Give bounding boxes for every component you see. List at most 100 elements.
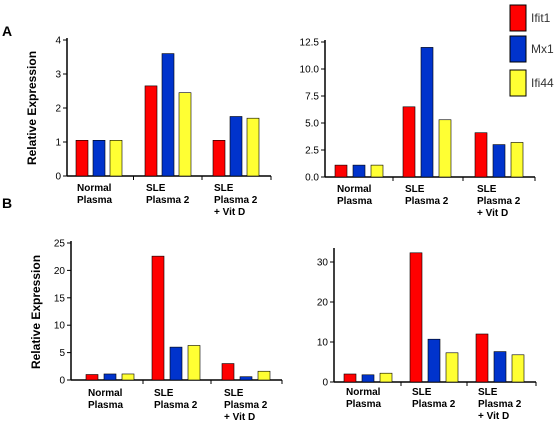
category-label: SLE Plasma 2 + Vit D bbox=[477, 184, 521, 219]
bar-mx1-group-1 bbox=[92, 140, 106, 177]
bar-ifit1-group-3 bbox=[475, 333, 489, 383]
bar-ifit1-group-2 bbox=[409, 252, 423, 383]
category-label-line: Plasma 2 bbox=[478, 399, 522, 410]
y-tick-label: 10 bbox=[317, 338, 329, 349]
bar-mx1-group-2 bbox=[169, 346, 183, 381]
bar-mx1-group-3 bbox=[493, 351, 507, 383]
bar-ifit1-group-2 bbox=[144, 85, 158, 177]
bar-mx1-group-3 bbox=[492, 144, 506, 178]
bar-ifit1-group-1 bbox=[85, 374, 99, 381]
bar-ifi44-group-1 bbox=[121, 373, 135, 381]
bar-ifi44-group-2 bbox=[178, 92, 192, 177]
y-tick-label: 0 bbox=[322, 378, 328, 389]
legend-label-mx1: Mx1 bbox=[531, 42, 554, 56]
category-label-line: Normal bbox=[346, 387, 381, 398]
category-label-line: SLE bbox=[214, 183, 234, 194]
category-label-line: SLE bbox=[405, 184, 425, 195]
category-label-line: Plasma bbox=[337, 196, 372, 207]
category-label-line: SLE bbox=[478, 387, 498, 398]
bar-ifi44-group-2 bbox=[445, 352, 459, 383]
bar-mx1-group-1 bbox=[103, 373, 117, 381]
bar-ifi44-group-1 bbox=[109, 140, 123, 177]
bar-ifi44-group-3 bbox=[510, 142, 524, 178]
category-label-line: Plasma bbox=[88, 400, 123, 411]
y-tick-label: 0.0 bbox=[305, 173, 319, 184]
bar-ifit1-group-1 bbox=[343, 373, 357, 383]
bar-ifit1-group-1 bbox=[75, 140, 89, 177]
category-label-line: SLE bbox=[146, 183, 166, 194]
y-tick-label: 3 bbox=[55, 70, 61, 81]
y-tick-label: 25 bbox=[54, 239, 66, 250]
y-tick-label: 30 bbox=[317, 258, 329, 269]
y-axis-title: Relative Expression bbox=[29, 255, 43, 369]
category-label: Normal Plasma bbox=[346, 387, 381, 410]
bar-ifi44-group-2 bbox=[187, 345, 201, 381]
y-tick-label: 4 bbox=[55, 36, 61, 47]
bar-ifit1-group-3 bbox=[221, 363, 235, 381]
category-label-line: Plasma 2 bbox=[214, 195, 258, 206]
category-label: SLE Plasma 2 bbox=[405, 184, 449, 207]
category-label-line: Plasma 2 bbox=[146, 195, 190, 206]
y-tick-label: 10 bbox=[54, 321, 66, 332]
category-label: Normal Plasma bbox=[77, 183, 112, 206]
category-label: SLE Plasma 2 bbox=[146, 183, 190, 206]
y-tick-label: 10.0 bbox=[300, 65, 320, 76]
bar-ifit1-group-1 bbox=[334, 164, 348, 178]
category-label: Normal Plasma bbox=[337, 184, 372, 207]
y-axis-title: Relative Expression bbox=[25, 51, 39, 165]
category-label-line: Plasma 2 bbox=[154, 400, 198, 411]
y-tick-label: 2 bbox=[55, 104, 61, 115]
bar-ifi44-group-1 bbox=[379, 372, 393, 383]
category-label-line: SLE bbox=[412, 387, 432, 398]
bar-mx1-group-2 bbox=[427, 338, 441, 383]
legend-swatch-mx1 bbox=[509, 35, 527, 63]
y-tick-label: 5.0 bbox=[305, 119, 319, 130]
bar-mx1-group-2 bbox=[420, 47, 434, 178]
y-tick-label: 2.5 bbox=[305, 146, 319, 157]
category-label: SLE Plasma 2 + Vit D bbox=[214, 183, 258, 218]
legend-swatch-ifit1 bbox=[509, 4, 527, 32]
category-label-line: + Vit D bbox=[224, 412, 255, 423]
y-tick-label: 20 bbox=[54, 266, 66, 277]
category-label-line: Plasma bbox=[77, 195, 112, 206]
category-label: SLE Plasma 2 bbox=[412, 387, 456, 410]
category-label-line: + Vit D bbox=[477, 208, 508, 219]
y-tick-label: 7.5 bbox=[305, 92, 319, 103]
y-tick-label: 12.5 bbox=[300, 38, 320, 49]
bar-mx1-group-3 bbox=[239, 376, 253, 381]
category-label-line: SLE bbox=[477, 184, 497, 195]
category-label-line: Normal bbox=[88, 388, 123, 399]
category-label: SLE Plasma 2 + Vit D bbox=[478, 387, 522, 422]
y-tick-label: 5 bbox=[59, 348, 65, 359]
bar-ifit1-group-3 bbox=[474, 132, 488, 178]
category-label: Normal Plasma bbox=[88, 388, 123, 411]
legend-label-ifi44: Ifi44 bbox=[531, 76, 554, 90]
bar-mx1-group-1 bbox=[361, 374, 375, 383]
category-label-line: Normal bbox=[337, 184, 372, 195]
panel-label-a: A bbox=[2, 23, 12, 39]
legend-label-ifit1: Ifit1 bbox=[531, 11, 551, 25]
bar-ifi44-group-3 bbox=[246, 117, 260, 177]
category-label-line: Plasma bbox=[346, 399, 381, 410]
bar-ifi44-group-3 bbox=[511, 354, 525, 383]
category-label: SLE Plasma 2 + Vit D bbox=[224, 388, 268, 423]
bar-mx1-group-2 bbox=[161, 53, 175, 177]
category-label: SLE Plasma 2 bbox=[154, 388, 198, 411]
y-tick-label: 0 bbox=[55, 172, 61, 183]
panel-label-b: B bbox=[2, 195, 12, 211]
category-label-line: SLE bbox=[224, 388, 244, 399]
category-label-line: SLE bbox=[154, 388, 174, 399]
bar-ifit1-group-2 bbox=[151, 255, 165, 381]
category-label-line: Plasma 2 bbox=[405, 196, 449, 207]
category-label-line: Plasma 2 bbox=[412, 399, 456, 410]
category-label-line: + Vit D bbox=[478, 411, 509, 422]
bar-ifi44-group-1 bbox=[370, 164, 384, 178]
bar-ifi44-group-3 bbox=[257, 370, 271, 381]
bar-ifi44-group-2 bbox=[438, 119, 452, 178]
category-label-line: Plasma 2 bbox=[477, 196, 521, 207]
bar-ifit1-group-3 bbox=[212, 140, 226, 177]
